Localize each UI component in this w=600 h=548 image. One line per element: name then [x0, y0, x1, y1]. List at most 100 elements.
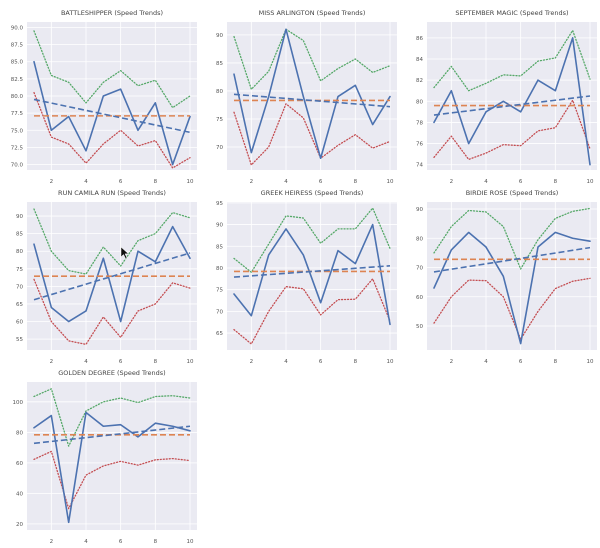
- y-tick-label: 60: [16, 461, 23, 467]
- y-tick-label: 80: [216, 89, 223, 95]
- y-tick-label: 84: [416, 57, 423, 63]
- subplot-title: GOLDEN DEGREE (Speed Trends): [58, 369, 165, 377]
- speed-series-line: [433, 37, 591, 166]
- x-tick-label: 8: [154, 359, 158, 365]
- y-tick-label: 86: [416, 36, 423, 42]
- x-tick-label: 2: [50, 539, 54, 545]
- y-tick-label: 95: [216, 201, 223, 207]
- x-tick-label: 2: [50, 359, 54, 365]
- x-tick-label: 2: [250, 359, 254, 365]
- x-tick-label: 8: [354, 359, 358, 365]
- y-tick-label: 50: [416, 324, 423, 330]
- y-tick-label: 80: [416, 99, 423, 105]
- trend-line: [233, 265, 391, 278]
- y-tick-label: 60: [16, 320, 23, 326]
- lower-series-line: [33, 450, 191, 510]
- x-tick-label: 4: [84, 359, 88, 365]
- subplot-title: BIRDIE ROSE (Speed Trends): [466, 189, 559, 197]
- x-tick-label: 8: [354, 179, 358, 185]
- trend-line: [33, 425, 191, 445]
- x-tick-label: 8: [154, 539, 158, 545]
- x-tick-label: 2: [250, 179, 254, 185]
- x-tick-label: 4: [84, 539, 88, 545]
- x-tick-label: 4: [284, 179, 288, 185]
- y-tick-label: 70.0: [11, 163, 24, 169]
- y-tick-label: 55: [16, 337, 23, 343]
- y-tick-label: 65: [216, 331, 223, 337]
- subplot-2: 2 4 6 8 10 70 75 80 85 90 MISS ARLINGTON (Speed Tr…: [216, 9, 397, 185]
- speed-series-line: [33, 411, 191, 524]
- subplot-4: 2 4 6 8 10 55 60 65 70 75 80 85 90 RUN CAMILA RUN (Sp…: [16, 189, 197, 365]
- x-tick-label: 6: [519, 179, 523, 185]
- speed-series-line: [33, 225, 191, 323]
- x-tick-label: 6: [119, 179, 123, 185]
- y-tick-label: 72.5: [11, 145, 24, 151]
- subplot-6: 2 4 6 8 10 50 60 70 80 90 BIRDIE ROSE (Speed Trend…: [416, 189, 597, 365]
- y-tick-label: 40: [16, 491, 23, 497]
- y-tick-label: 76: [416, 142, 423, 148]
- x-tick-label: 10: [387, 359, 394, 365]
- y-tick-label: 20: [16, 522, 23, 528]
- upper-series-line: [233, 207, 391, 273]
- x-tick-label: 10: [187, 359, 194, 365]
- plot-area: [27, 382, 197, 530]
- y-tick-label: 75.0: [11, 128, 24, 134]
- lower-series-line: [433, 99, 591, 161]
- y-tick-label: 82.5: [11, 77, 24, 83]
- x-tick-label: 10: [187, 179, 194, 185]
- subplot-title: SEPTEMBER MAGIC (Speed Trends): [455, 9, 568, 17]
- subplot-7: 2 4 6 8 10 20 40 60 80 100 GOLDEN DEGREE (Speed Tr…: [13, 369, 197, 545]
- y-tick-label: 90: [416, 207, 423, 213]
- x-tick-label: 6: [319, 359, 323, 365]
- y-tick-label: 74: [416, 163, 423, 169]
- subplot-5: 2 4 6 8 10 65 70 75 80 85 90 95 GREEK HEIRESS (Speed…: [216, 189, 397, 365]
- plot-area: [427, 202, 597, 350]
- y-tick-label: 77.5: [11, 111, 24, 117]
- y-tick-label: 85: [216, 244, 223, 250]
- x-tick-label: 8: [554, 179, 558, 185]
- y-tick-label: 70: [16, 284, 23, 290]
- speed-series-line: [33, 60, 191, 166]
- x-tick-label: 6: [319, 179, 323, 185]
- subplot-title: BATTLESHIPPER (Speed Trends): [61, 9, 163, 17]
- x-tick-label: 10: [387, 179, 394, 185]
- y-tick-label: 70: [416, 266, 423, 272]
- subplot-title: MISS ARLINGTON (Speed Trends): [259, 9, 366, 17]
- upper-series-line: [433, 207, 591, 270]
- y-tick-label: 80: [16, 249, 23, 255]
- x-tick-label: 2: [450, 179, 454, 185]
- upper-series-line: [33, 388, 191, 447]
- mouse-cursor-icon: [120, 246, 130, 259]
- y-tick-label: 65: [16, 302, 23, 308]
- y-tick-label: 70: [216, 145, 223, 151]
- y-tick-label: 100: [13, 400, 24, 406]
- lower-series-line: [233, 103, 391, 166]
- x-tick-label: 6: [119, 359, 123, 365]
- x-tick-label: 2: [450, 359, 454, 365]
- y-tick-label: 85: [16, 232, 23, 238]
- x-tick-label: 6: [519, 359, 523, 365]
- lower-series-line: [33, 91, 191, 169]
- trend-line: [233, 93, 391, 108]
- speed-series-line: [433, 231, 591, 345]
- trend-line: [433, 246, 591, 273]
- y-tick-label: 87.5: [11, 43, 24, 49]
- y-tick-label: 90: [216, 223, 223, 229]
- y-tick-label: 90: [16, 214, 23, 220]
- trend-line: [433, 95, 591, 116]
- x-tick-label: 4: [484, 359, 488, 365]
- speed-series-line: [233, 223, 391, 326]
- x-tick-label: 10: [187, 539, 194, 545]
- x-tick-label: 8: [154, 179, 158, 185]
- y-tick-label: 78: [416, 120, 423, 126]
- upper-series-line: [433, 29, 591, 92]
- y-tick-label: 85: [216, 61, 223, 67]
- y-tick-label: 70: [216, 309, 223, 315]
- y-tick-label: 90: [216, 33, 223, 39]
- subplot-1: 2 4 6 8 10 70.0 72.5 75.0 77.5 80.0 82.5 85.0 87.5 90…: [11, 9, 197, 185]
- y-tick-label: 82: [416, 78, 423, 84]
- subplot-title: RUN CAMILA RUN (Speed Trends): [58, 189, 166, 197]
- x-tick-label: 10: [587, 359, 594, 365]
- y-tick-label: 75: [216, 288, 223, 294]
